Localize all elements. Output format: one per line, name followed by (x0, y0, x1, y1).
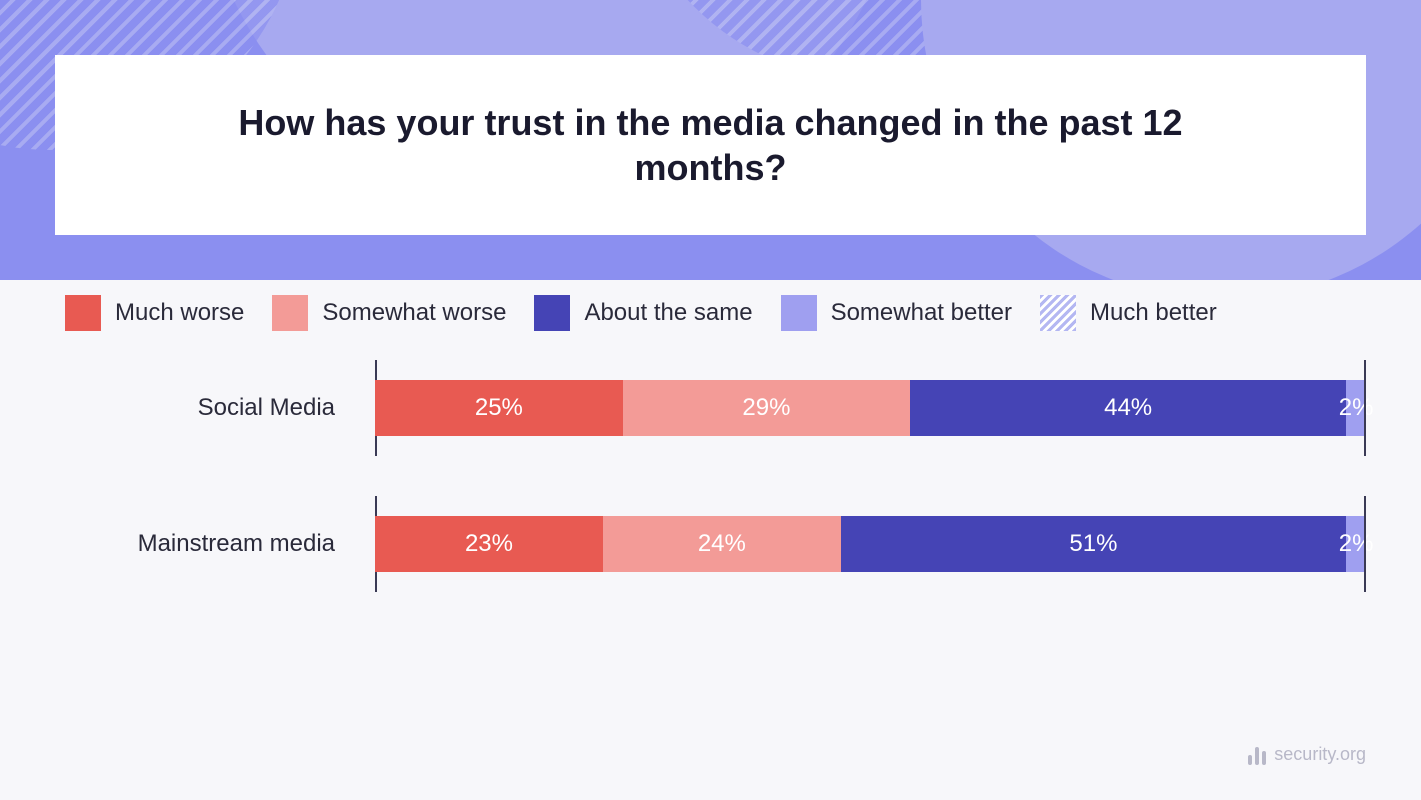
bars-icon (1248, 745, 1266, 765)
bar-segment: 51% (841, 516, 1346, 572)
title-panel: How has your trust in the media changed … (55, 55, 1366, 235)
stacked-bar-chart: Social Media25%29%44%2%Mainstream media2… (55, 380, 1366, 652)
legend-label: Much worse (115, 299, 244, 327)
legend-item: Much worse (65, 295, 244, 331)
bar-track: 25%29%44%2% (375, 380, 1366, 436)
legend-swatch (1040, 295, 1076, 331)
bar-segment: 2% (1346, 516, 1366, 572)
legend-swatch (534, 295, 570, 331)
bar-segment: 25% (375, 380, 623, 436)
bar-track: 23%24%51%2% (375, 516, 1366, 572)
chart-row: Social Media25%29%44%2% (55, 380, 1366, 436)
row-label: Mainstream media (55, 530, 375, 558)
legend-label: About the same (584, 299, 752, 327)
legend-label: Somewhat better (831, 299, 1012, 327)
chart-title: How has your trust in the media changed … (175, 100, 1246, 190)
legend: Much worse Somewhat worse About the same So… (55, 295, 1366, 331)
attribution: security.org (1248, 744, 1366, 765)
bar-segment: 44% (910, 380, 1346, 436)
legend-swatch (781, 295, 817, 331)
legend-item: Somewhat better (781, 295, 1012, 331)
stacked-bar: 25%29%44%2% (375, 380, 1366, 436)
bar-segment: 2% (1346, 380, 1366, 436)
legend-swatch (272, 295, 308, 331)
stacked-bar: 23%24%51%2% (375, 516, 1366, 572)
bar-segment: 29% (623, 380, 910, 436)
bar-segment: 23% (375, 516, 603, 572)
chart-row: Mainstream media23%24%51%2% (55, 516, 1366, 572)
legend-item: Somewhat worse (272, 295, 506, 331)
legend-swatch (65, 295, 101, 331)
bar-segment: 24% (603, 516, 841, 572)
legend-label: Much better (1090, 299, 1217, 327)
attribution-text: security.org (1274, 744, 1366, 765)
legend-item: About the same (534, 295, 752, 331)
legend-item: Much better (1040, 295, 1217, 331)
row-label: Social Media (55, 394, 375, 422)
legend-label: Somewhat worse (322, 299, 506, 327)
